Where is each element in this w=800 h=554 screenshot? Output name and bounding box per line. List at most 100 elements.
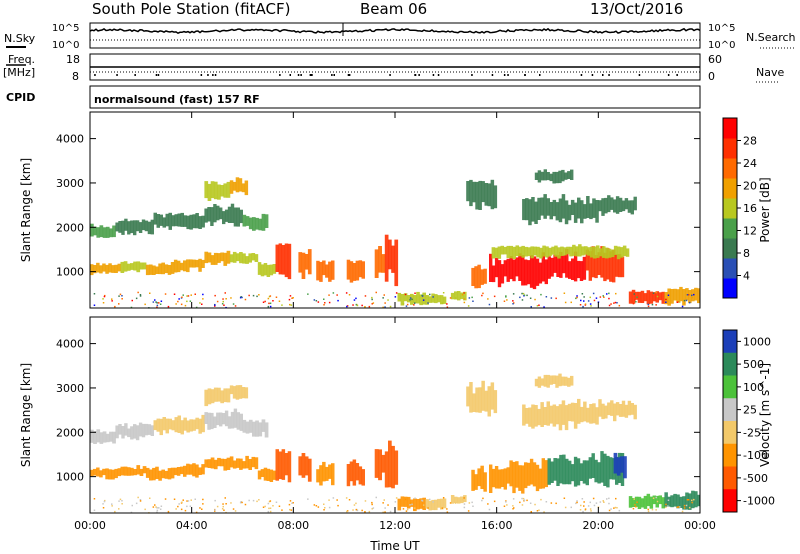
- power-speckle: [156, 304, 159, 307]
- velocity-speckle: [383, 499, 385, 501]
- velocity-speckle: [432, 501, 434, 503]
- velocity-cell: [400, 496, 405, 507]
- power-cell: [361, 261, 365, 279]
- power-speckle: [505, 296, 507, 298]
- power-speckle: [371, 298, 373, 301]
- velocity-cell: [406, 496, 411, 509]
- power-cell: [475, 181, 479, 210]
- power-cell: [150, 219, 154, 235]
- nave-dot: [347, 74, 350, 76]
- velocity-speckle: [186, 505, 188, 508]
- noise-ylabel: N.Sky: [4, 32, 36, 45]
- power-cell: [503, 260, 507, 277]
- velocity-speckle: [355, 502, 357, 505]
- power-cell: [161, 262, 165, 275]
- velocity-cell: [546, 401, 550, 426]
- velocity-colorbar-segment: [723, 330, 737, 354]
- velocity-speckle: [103, 500, 106, 503]
- velocity-cell: [201, 464, 205, 475]
- velocity-speckle: [583, 505, 585, 507]
- power-speckle: [595, 297, 598, 299]
- velocity-speckle: [268, 500, 271, 503]
- velocity-cell: [628, 496, 633, 508]
- power-cell: [583, 204, 587, 219]
- power-speckle: [540, 293, 542, 296]
- power-speckle: [449, 297, 452, 299]
- velocity-cell: [577, 398, 581, 424]
- power-cell: [186, 215, 190, 230]
- power-speckle: [503, 300, 506, 302]
- power-speckle: [655, 304, 657, 306]
- velocity-cell: [619, 456, 624, 473]
- power-cell: [147, 221, 152, 235]
- power-speckle: [382, 306, 384, 309]
- velocity-speckle: [346, 510, 349, 512]
- velocity-colorbar-tick-label: 500: [743, 358, 764, 371]
- power-speckle: [324, 302, 326, 304]
- power-cell: [546, 172, 550, 181]
- velocity-speckle: [384, 507, 386, 509]
- power-cell: [204, 208, 208, 223]
- power-cell: [210, 255, 215, 265]
- power-cell: [105, 226, 110, 238]
- velocity-speckle: [307, 498, 309, 500]
- power-speckle: [555, 297, 557, 300]
- velocity-colorbar-segment: [723, 375, 737, 399]
- velocity-cell: [497, 469, 502, 489]
- power-speckle: [361, 304, 363, 307]
- power-speckle: [441, 302, 444, 304]
- velocity-speckle: [258, 499, 260, 501]
- velocity-cell: [483, 472, 487, 492]
- nave-dot: [432, 74, 435, 76]
- nave-dot: [471, 74, 473, 76]
- velocity-cell: [316, 469, 320, 483]
- power-cell: [503, 246, 507, 255]
- power-cell: [477, 264, 481, 289]
- velocity-speckle: [647, 510, 650, 513]
- velocity-speckle: [589, 508, 592, 510]
- freq-ylabel: Freq.: [8, 53, 35, 66]
- velocity-cell: [232, 460, 237, 469]
- power-cell: [615, 254, 619, 277]
- power-speckle: [681, 305, 684, 308]
- power-cell: [541, 252, 545, 282]
- power-cell: [556, 255, 560, 277]
- power-speckle: [155, 301, 157, 303]
- power-speckle: [323, 298, 325, 300]
- velocity-cell: [358, 466, 363, 485]
- velocity-cell: [374, 449, 379, 478]
- velocity-cell: [328, 464, 332, 479]
- power-speckle: [160, 300, 163, 302]
- power-cell: [515, 257, 519, 277]
- power-cell: [450, 292, 455, 300]
- power-speckle: [608, 304, 611, 307]
- power-colorbar-segment: [723, 178, 737, 199]
- power-speckle: [103, 295, 106, 298]
- power-cell: [592, 198, 596, 218]
- power-cell: [552, 171, 556, 184]
- velocity-speckle: [413, 509, 415, 511]
- power-cell: [528, 199, 532, 226]
- velocity-cell: [624, 404, 629, 418]
- power-speckle: [618, 304, 621, 307]
- power-cell: [331, 260, 335, 280]
- velocity-cell: [105, 433, 110, 443]
- power-speckle: [118, 303, 120, 305]
- power-cell: [406, 295, 411, 303]
- velocity-cell: [121, 426, 125, 439]
- velocity-speckle: [194, 498, 196, 500]
- power-speckle: [487, 298, 489, 300]
- velocity-speckle: [221, 508, 224, 510]
- power-colorbar-segment: [723, 238, 737, 259]
- power-cell: [670, 289, 674, 304]
- power-cell: [121, 220, 125, 235]
- power-cell: [615, 196, 620, 214]
- velocity-cell: [419, 498, 423, 509]
- power-speckle: [406, 303, 409, 306]
- power-cell: [133, 261, 137, 271]
- power-speckle: [455, 297, 457, 299]
- velocity-cell: [195, 464, 199, 478]
- power-speckle: [353, 299, 356, 301]
- power-cell: [579, 261, 584, 281]
- velocity-speckle: [353, 504, 356, 506]
